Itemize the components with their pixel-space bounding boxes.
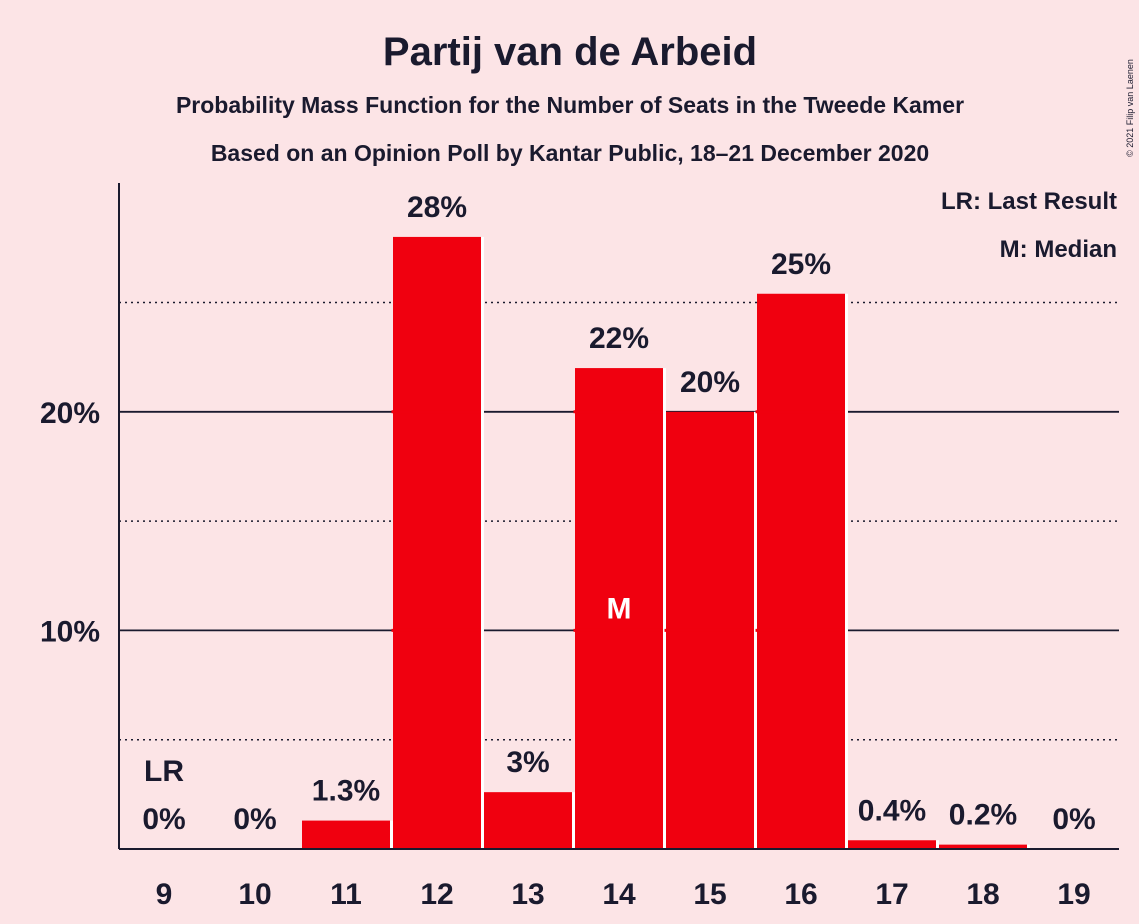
last-result-marker: LR — [144, 755, 184, 788]
bar-separator — [390, 820, 393, 849]
x-tick-label: 10 — [238, 878, 271, 911]
bar-separator — [845, 293, 848, 850]
x-tick-label: 13 — [511, 878, 544, 911]
bar — [393, 236, 481, 850]
bar — [848, 840, 936, 849]
y-tick-label: 10% — [40, 615, 100, 648]
copyright-text: © 2021 Filip van Laenen — [1125, 59, 1135, 157]
bar-separator — [481, 236, 484, 850]
x-tick-label: 15 — [693, 878, 726, 911]
x-tick-label: 11 — [330, 878, 362, 911]
x-tick-label: 9 — [156, 878, 173, 911]
bar-separator — [663, 368, 666, 849]
x-tick-label: 16 — [784, 878, 817, 911]
data-label: 25% — [771, 248, 831, 281]
median-marker: M — [607, 593, 632, 626]
x-tick-label: 17 — [875, 878, 908, 911]
data-labels: 0% LR 0% 1.3% 28% 3% 22% M 20% 25% 0.4% 0.2% 0% — [142, 191, 1095, 836]
x-tick-label: 19 — [1057, 878, 1090, 911]
data-label: 0% — [1052, 803, 1095, 836]
bar — [939, 844, 1027, 849]
data-label: 3% — [506, 746, 549, 779]
axes: 10% 20% 9 10 11 12 13 14 15 16 17 18 19 — [40, 183, 1119, 911]
x-tick-label: 18 — [966, 878, 999, 911]
bar — [302, 820, 390, 849]
legend: LR: Last Result M: Median — [941, 188, 1117, 263]
data-label: 28% — [407, 191, 467, 224]
bar-separator — [572, 792, 575, 849]
legend-item: M: Median — [1000, 236, 1117, 263]
legend-item: LR: Last Result — [941, 188, 1117, 215]
bar — [757, 293, 845, 850]
data-label: 0.4% — [858, 794, 926, 827]
chart-subtitle: Probability Mass Function for the Number… — [176, 92, 964, 118]
bar-separator — [1027, 844, 1030, 849]
data-label: 0% — [142, 803, 185, 836]
data-label: 22% — [589, 322, 649, 355]
bar-separator — [936, 840, 939, 849]
y-tick-label: 20% — [40, 397, 100, 430]
chart-title: Partij van de Arbeid — [383, 30, 757, 74]
x-tick-label: 14 — [602, 878, 636, 911]
bar — [484, 792, 572, 849]
data-label: 0% — [233, 803, 276, 836]
data-label: 20% — [680, 366, 740, 399]
data-label: 1.3% — [312, 775, 380, 808]
bar — [575, 368, 663, 849]
data-label: 0.2% — [949, 799, 1017, 832]
x-tick-label: 12 — [420, 878, 453, 911]
chart-subtitle-source: Based on an Opinion Poll by Kantar Publi… — [211, 140, 929, 166]
bars — [302, 236, 1030, 850]
